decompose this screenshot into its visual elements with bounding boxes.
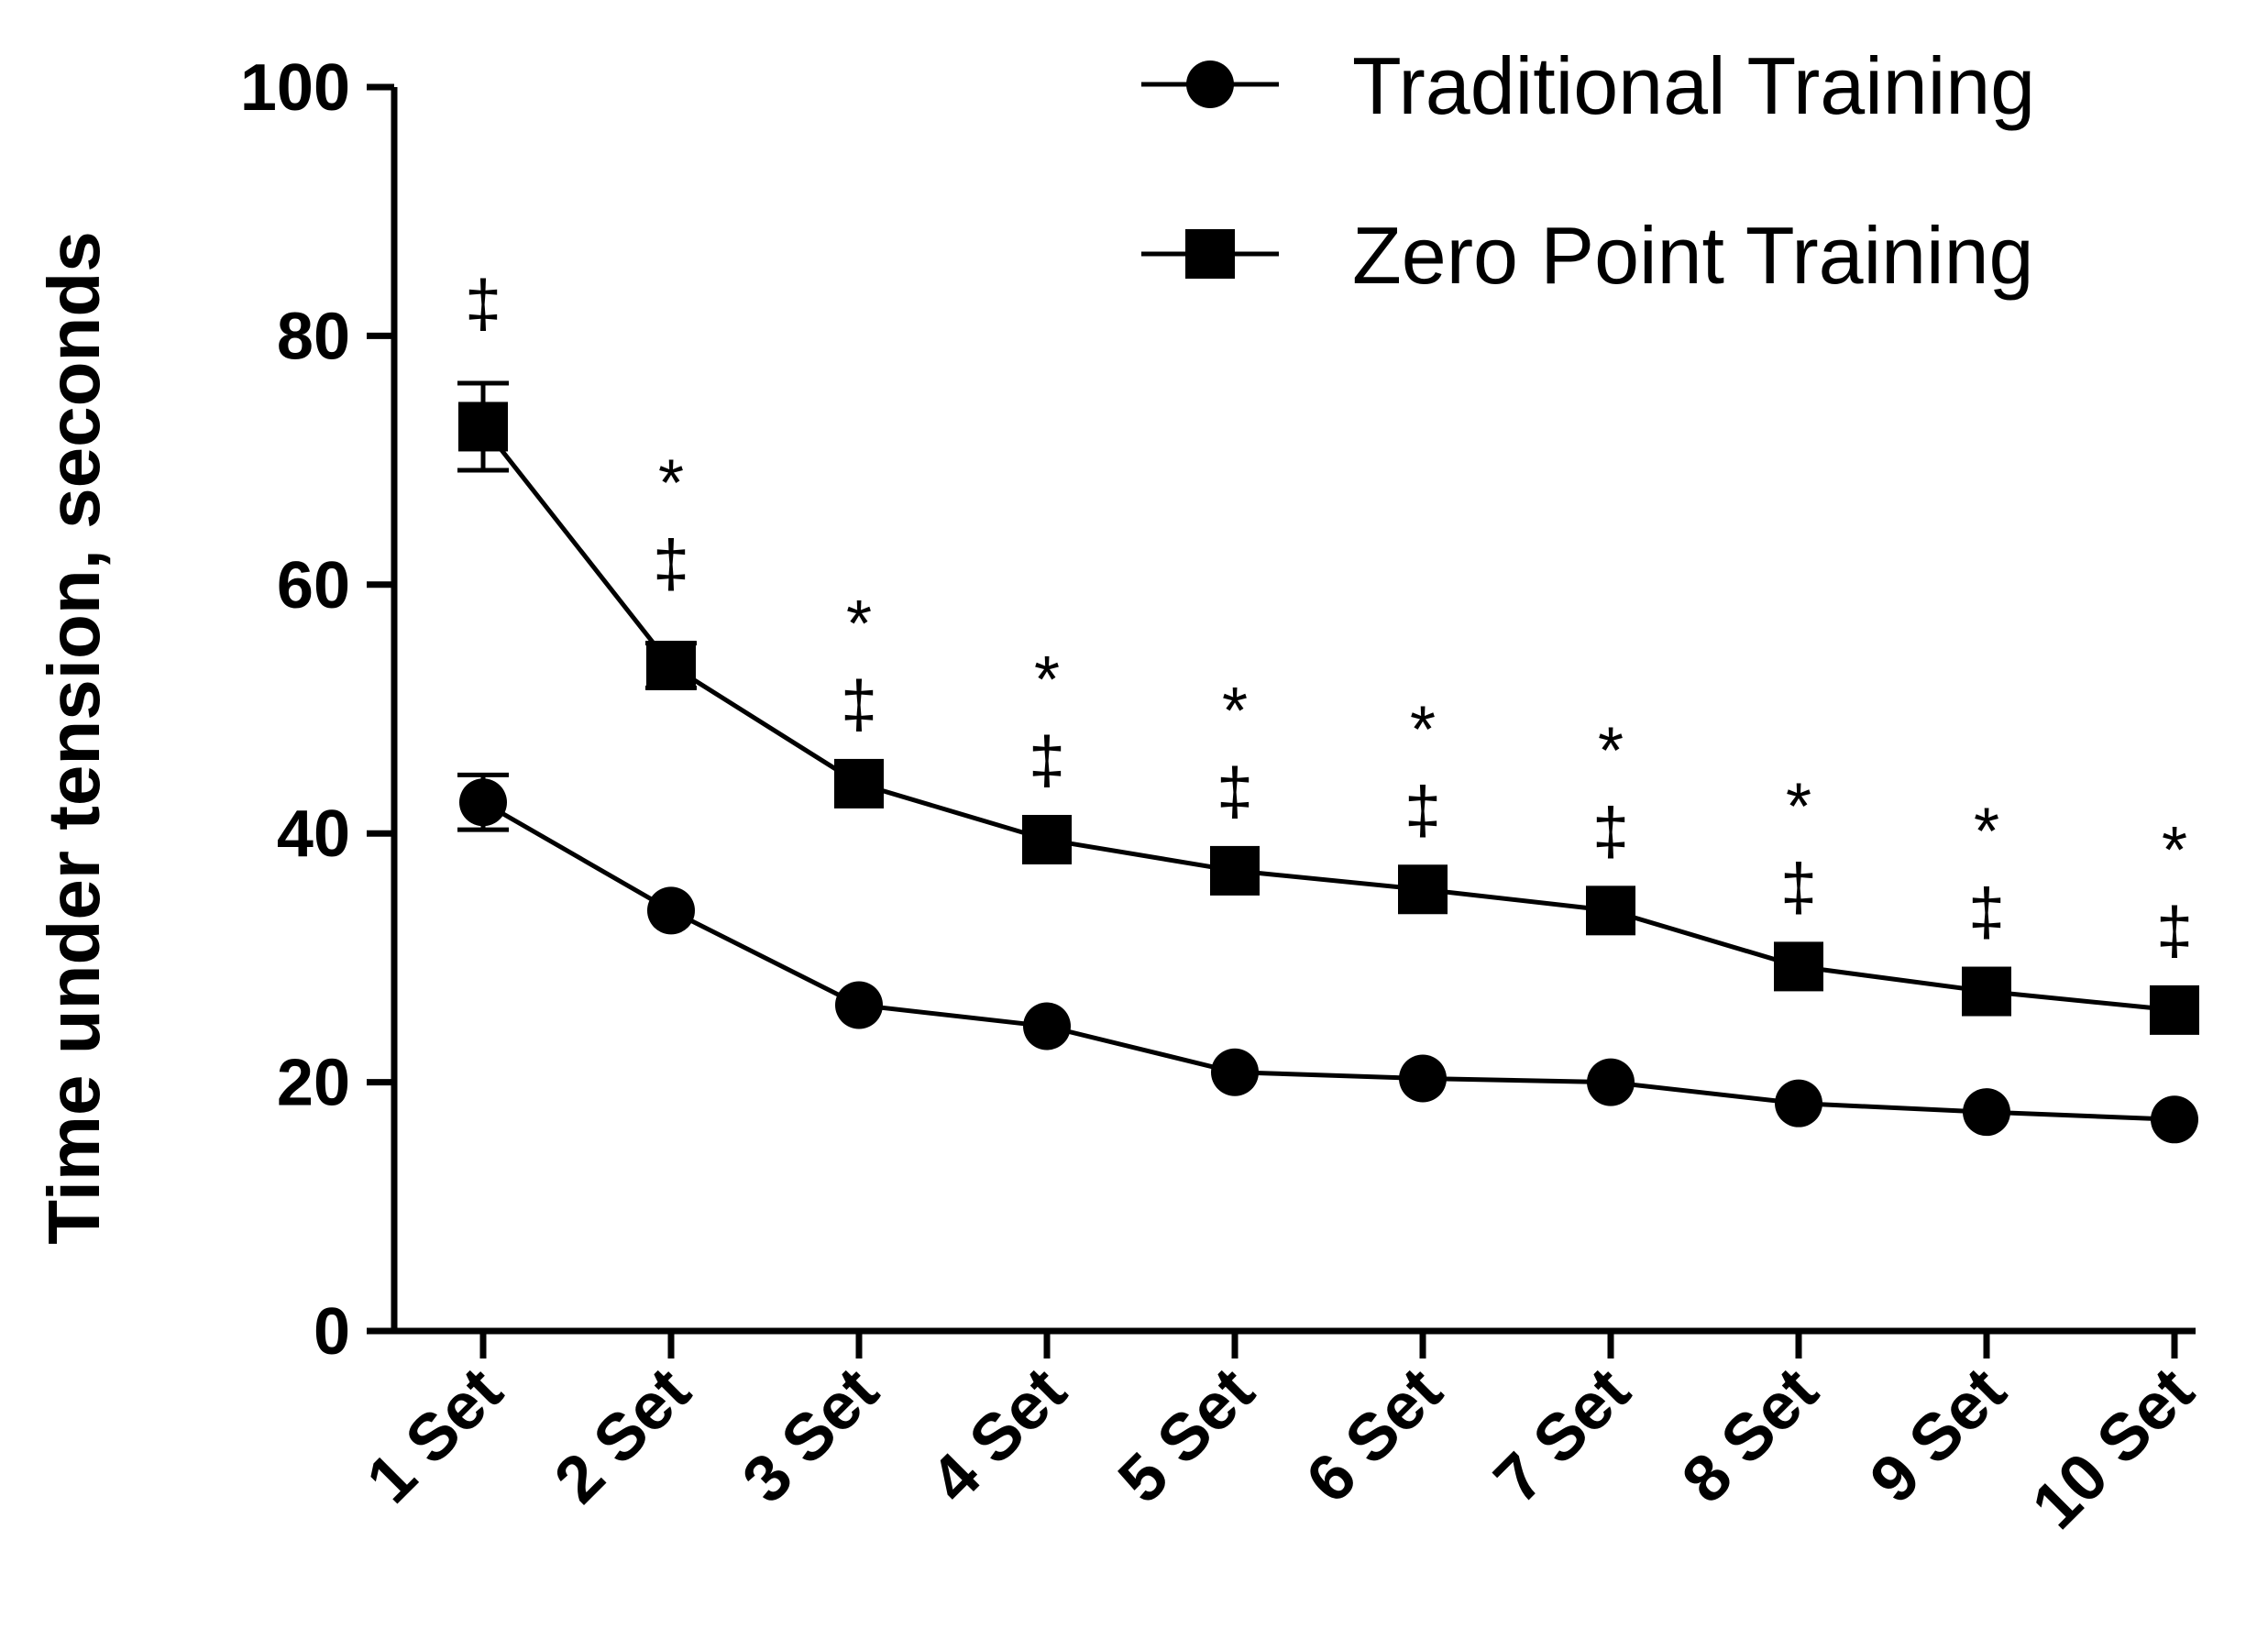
data-point-square (2150, 984, 2199, 1035)
significance-star: * (1974, 796, 1999, 869)
dagger-annotation: ‡ (1404, 774, 1441, 847)
x-tick-label: 3 Set (729, 1354, 892, 1517)
x-tick-label: 5 Set (1105, 1354, 1268, 1517)
significance-star: * (1786, 770, 1811, 843)
data-point-circle (1775, 1079, 1822, 1128)
legend-item: Zero Point Training (1141, 210, 2034, 301)
y-tick-label: 80 (277, 300, 350, 373)
data-point-circle (1399, 1054, 1447, 1103)
y-tick-label: 20 (277, 1047, 350, 1120)
x-tick-label: 2 Set (541, 1354, 704, 1517)
data-point-circle (835, 981, 883, 1029)
annotation-layer: ‡‡*‡*‡*‡*‡*‡*‡*‡*‡* (465, 268, 2193, 968)
series-zero-point-training (457, 380, 2199, 1035)
legend: Traditional Training Zero Point Training (1141, 40, 2035, 301)
y-axis-title: Time under tension, seconds (33, 231, 115, 1244)
x-tick-label: 9 Set (1856, 1354, 2020, 1517)
dagger-annotation: ‡ (465, 268, 501, 341)
significance-star: * (846, 588, 872, 661)
data-point-circle (1211, 1048, 1259, 1096)
x-tick-label: 7 Set (1481, 1354, 1644, 1517)
data-point-square (1210, 845, 1260, 896)
dagger-annotation: ‡ (1217, 755, 1253, 829)
y-tick-label: 60 (277, 549, 350, 622)
data-point-square (1022, 814, 1072, 864)
x-tick-label: 4 Set (917, 1354, 1080, 1517)
data-point-circle (647, 886, 695, 935)
legend-marker-square (1185, 229, 1235, 279)
significance-star: * (1410, 693, 1436, 766)
data-point-circle (1587, 1058, 1635, 1106)
data-point-square (834, 758, 884, 808)
data-point-circle (1023, 1002, 1071, 1050)
data-point-square (1962, 966, 2011, 1017)
significance-star: * (1222, 675, 1248, 748)
data-point-square (1774, 941, 1823, 992)
data-point-circle (1963, 1088, 2010, 1137)
series-line (481, 800, 2175, 1122)
significance-star: * (658, 447, 684, 521)
data-point-square (1586, 886, 1635, 936)
data-point-square (646, 641, 696, 691)
legend-label: Traditional Training (1352, 40, 2035, 131)
legend-marker-circle (1186, 60, 1234, 108)
significance-star: * (2162, 814, 2187, 887)
dagger-annotation: ‡ (1592, 795, 1629, 868)
dagger-annotation: ‡ (1780, 851, 1817, 924)
x-tick-label: 1 Set (353, 1354, 516, 1517)
significance-star: * (1034, 644, 1060, 717)
dagger-annotation: ‡ (1968, 876, 2005, 950)
x-tick-label: 10 Set (2019, 1354, 2208, 1544)
data-point-square (458, 402, 508, 452)
data-point-square (1398, 864, 1448, 915)
data-point-circle (459, 778, 507, 827)
significance-star: * (1598, 714, 1624, 787)
x-tick-label: 8 Set (1668, 1354, 1832, 1517)
dagger-annotation: ‡ (2156, 895, 2193, 968)
dagger-annotation: ‡ (653, 528, 689, 601)
series-line (481, 424, 2175, 1013)
data-point-circle (2151, 1095, 2198, 1144)
series-layer (457, 380, 2199, 1144)
dagger-annotation: ‡ (1029, 724, 1065, 798)
legend-item: Traditional Training (1141, 40, 2035, 131)
legend-label: Zero Point Training (1352, 210, 2034, 301)
x-tick-label: 6 Set (1293, 1354, 1456, 1517)
y-tick-label: 40 (277, 798, 350, 871)
y-tick-label: 100 (240, 51, 350, 125)
dagger-annotation: ‡ (841, 668, 877, 742)
y-tick-label: 0 (314, 1295, 350, 1369)
series-traditional-training (457, 772, 2198, 1144)
